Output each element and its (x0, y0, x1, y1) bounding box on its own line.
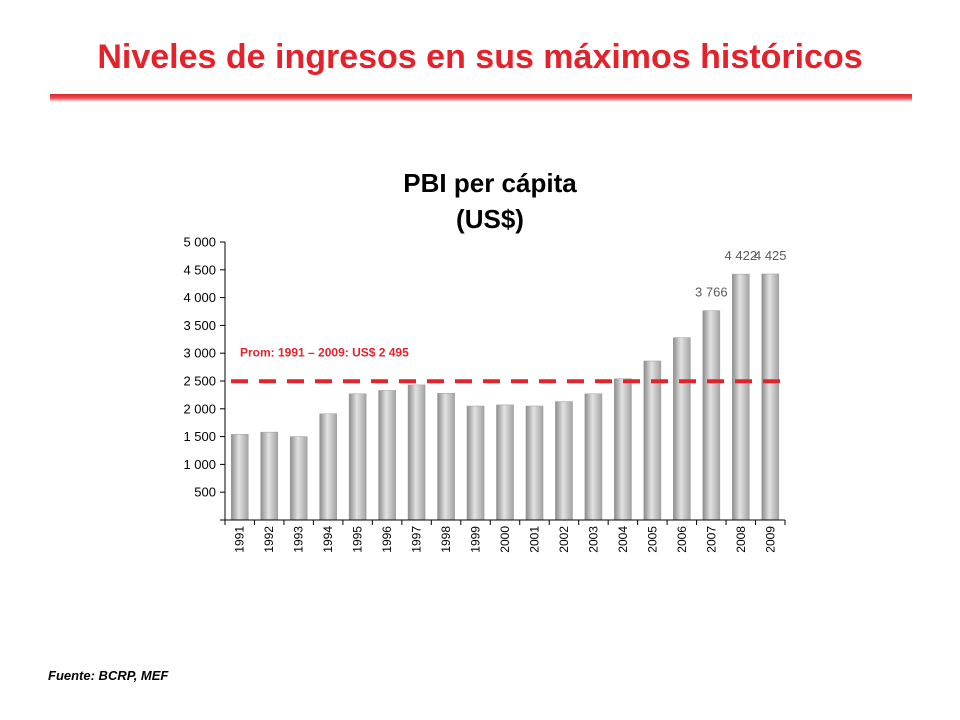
bar-1992 (260, 431, 279, 521)
x-category-label: 1997 (410, 526, 424, 553)
x-category-label: 2002 (557, 526, 571, 553)
bar-2001 (525, 405, 544, 521)
y-tick-label: 1 000 (183, 457, 216, 472)
source-note: Fuente: BCRP, MEF (48, 668, 169, 683)
bar-2004 (614, 378, 632, 521)
y-tick-label: 500 (194, 485, 216, 500)
y-tick-label: 3 000 (183, 346, 216, 361)
bar-2005 (643, 360, 662, 521)
x-category-label: 1991 (233, 526, 247, 553)
bar-1997 (407, 384, 426, 521)
bars-layer (230, 273, 780, 521)
data-label: 4 425 (754, 248, 787, 263)
x-category-label: 2009 (763, 526, 777, 553)
bar-1998 (437, 392, 455, 521)
x-category-label: 1999 (469, 526, 483, 553)
average-layer: Prom: 1991 – 2009: US$ 2 495 (231, 345, 782, 384)
bar-2006 (673, 337, 691, 521)
x-category-label: 2003 (586, 526, 600, 553)
y-tick-label: 5 000 (183, 235, 216, 250)
bar-1996 (378, 390, 396, 521)
y-tick-label: 4 000 (183, 290, 216, 305)
chart-title: PBI per cápita (US$) (330, 165, 650, 237)
x-category-label: 2000 (498, 526, 512, 553)
bar-1994 (319, 413, 337, 521)
bar-2007 (702, 310, 721, 521)
x-category-label: 2005 (645, 526, 659, 553)
y-tick-label: 3 500 (183, 318, 216, 333)
chart-title-line-1: PBI per cápita (403, 168, 577, 198)
bar-2008 (731, 273, 750, 521)
data-label: 4 422 (725, 248, 758, 263)
x-category-label: 1995 (351, 526, 365, 553)
bar-1993 (289, 436, 308, 521)
bar-1991 (230, 434, 249, 521)
axes-layer: 500 1 000 1 500 2 000 2 500 3 000 3 500 4 000 4 … (183, 235, 786, 553)
bar-2002 (555, 401, 573, 521)
y-tick-label: 2 000 (183, 401, 216, 416)
x-category-label: 2004 (616, 526, 630, 553)
title-divider (50, 94, 912, 102)
bar-2000 (496, 404, 514, 521)
chart-title-line-2: (US$) (456, 204, 524, 234)
bar-2009 (761, 273, 780, 521)
y-tick-label: 4 500 (183, 262, 216, 277)
bar-1999 (466, 405, 485, 521)
x-category-label: 1996 (380, 526, 394, 553)
x-category-label: 2007 (704, 526, 718, 553)
x-category-label: 2006 (675, 526, 689, 553)
average-label: Prom: 1991 – 2009: US$ 2 495 (240, 345, 409, 359)
bar-1995 (348, 393, 367, 521)
bar-2003 (584, 393, 603, 521)
x-category-label: 1992 (262, 526, 276, 553)
x-category-label: 2001 (527, 526, 541, 553)
x-category-label: 1994 (321, 526, 335, 553)
x-category-label: 2008 (734, 526, 748, 553)
slide-title: Niveles de ingresos en sus máximos histó… (97, 38, 863, 76)
y-tick-label: 1 500 (183, 429, 216, 444)
x-category-label: 1993 (292, 526, 306, 553)
x-category-label: 1998 (439, 526, 453, 553)
y-tick-label: 2 500 (183, 374, 216, 389)
data-label: 3 766 (695, 285, 728, 300)
